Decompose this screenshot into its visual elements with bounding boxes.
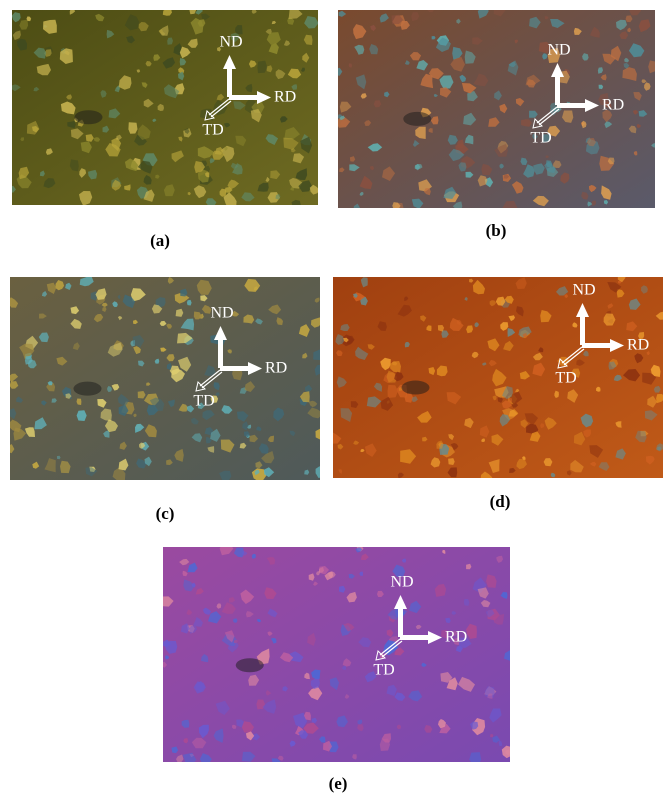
nd-arrow-shaft	[218, 338, 223, 368]
dark-spot	[403, 112, 431, 126]
nd-arrow-shaft	[555, 75, 560, 105]
micrograph-panel: ND RD TD	[9, 6, 320, 210]
panel-caption: (c)	[156, 504, 175, 523]
td-label: TD	[530, 130, 551, 147]
rd-arrow-shaft	[400, 635, 430, 640]
panel-caption: (b)	[486, 221, 507, 240]
nd-arrow-shaft	[398, 607, 403, 637]
micrograph-panel: ND RD TD	[160, 543, 513, 765]
dark-spot	[75, 110, 103, 124]
panel-caption: (a)	[150, 231, 170, 250]
rd-arrow-shaft	[557, 103, 587, 108]
nd-arrow-shaft	[580, 315, 585, 345]
nd-label: ND	[219, 34, 242, 51]
nd-arrow-shaft	[227, 67, 232, 97]
dark-spot	[74, 382, 102, 396]
td-label: TD	[373, 662, 394, 679]
panel-caption: (e)	[329, 774, 348, 793]
grain	[469, 752, 481, 765]
dark-spot	[402, 381, 430, 395]
rd-label: RD	[627, 337, 649, 354]
td-label: TD	[193, 393, 214, 410]
rd-label: RD	[445, 629, 467, 646]
figure: ND RD TD (a) ND RD TD (b) ND RD TD (c) ND RD TD (d) ND RD…	[0, 0, 667, 795]
rd-arrow-shaft	[220, 366, 250, 371]
td-label: TD	[555, 370, 576, 387]
nd-label: ND	[210, 305, 233, 322]
nd-label: ND	[547, 42, 570, 59]
rd-label: RD	[274, 89, 296, 106]
grain	[648, 60, 660, 73]
rd-label: RD	[602, 97, 624, 114]
grain	[656, 394, 665, 403]
micrograph-panel: ND RD TD	[7, 275, 327, 484]
nd-label: ND	[390, 574, 413, 591]
micrograph-panel: ND RD TD	[334, 5, 661, 214]
rd-arrow-shaft	[582, 343, 612, 348]
micrograph-panel: ND RD TD	[327, 273, 666, 483]
micrograph-background	[163, 547, 510, 762]
td-label: TD	[202, 122, 223, 139]
rd-arrow-shaft	[229, 95, 259, 100]
nd-label: ND	[572, 282, 595, 299]
panel-caption: (d)	[490, 492, 511, 511]
dark-spot	[236, 658, 264, 672]
rd-label: RD	[265, 360, 287, 377]
grain	[292, 200, 301, 210]
